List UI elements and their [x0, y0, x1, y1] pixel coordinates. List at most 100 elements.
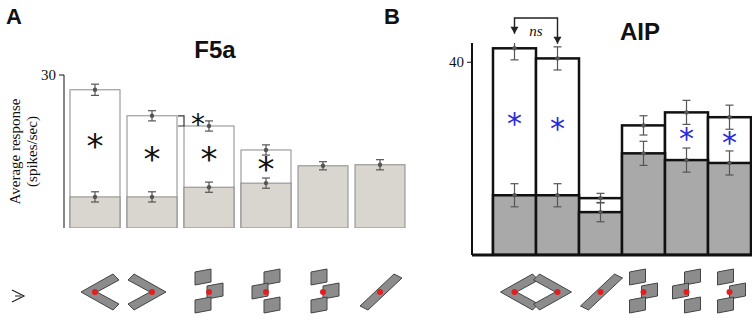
- bar: [536, 58, 579, 255]
- icon: [673, 269, 701, 313]
- panel-letter: B: [384, 4, 400, 29]
- error-cap: [726, 174, 734, 175]
- error-cap: [91, 191, 99, 192]
- icon-shape: [264, 297, 280, 313]
- icon-dot: [320, 289, 326, 295]
- icon-shape: [630, 269, 646, 285]
- icon-shape: [630, 297, 646, 313]
- error-dot: [378, 163, 382, 167]
- bar: [622, 125, 665, 255]
- bar: [665, 112, 708, 255]
- error-cap: [640, 165, 648, 166]
- icon-shape: [718, 269, 734, 285]
- error-bar: [554, 47, 562, 70]
- icon-dot: [206, 289, 212, 295]
- icon: [630, 269, 658, 313]
- y-tick-label: 30: [41, 67, 56, 83]
- error-cap: [640, 115, 648, 116]
- icon-dot: [92, 289, 98, 295]
- error-cap: [511, 206, 519, 207]
- y-tick-label: 40: [449, 54, 464, 70]
- view-glyph: [12, 290, 24, 302]
- significance-mark: *: [507, 106, 522, 141]
- icon-shape: [501, 274, 539, 310]
- error-dot: [512, 46, 516, 50]
- icon-shape: [264, 269, 280, 285]
- title: F5a: [194, 36, 236, 63]
- icon-dot: [149, 289, 155, 295]
- error-cap: [91, 84, 99, 85]
- error-cap: [319, 161, 327, 162]
- error-cap: [640, 134, 648, 135]
- icon: [501, 274, 539, 310]
- error-cap: [148, 191, 156, 192]
- icon-dot: [377, 289, 383, 295]
- icon-dot: [641, 289, 647, 295]
- error-dot: [93, 88, 97, 92]
- icon-shape: [207, 283, 223, 299]
- error-cap: [205, 182, 213, 183]
- bar: [184, 126, 234, 228]
- error-cap: [554, 183, 562, 184]
- error-cap: [597, 193, 605, 194]
- error-dot: [598, 196, 602, 200]
- icon-shape: [685, 269, 701, 285]
- icon-shape: [252, 283, 268, 299]
- icon-shape: [81, 274, 119, 310]
- error-bar: [511, 43, 519, 60]
- bar: [298, 166, 348, 228]
- icon: [718, 269, 746, 313]
- error-cap: [148, 110, 156, 111]
- error-bar: [148, 111, 156, 121]
- icon: [195, 269, 223, 313]
- plot-area: [493, 43, 751, 255]
- error-dot: [641, 151, 645, 155]
- y-label-line: (spikes/sec): [24, 116, 41, 187]
- arrow-head: [554, 37, 562, 44]
- error-dot: [512, 193, 516, 197]
- y-label-line: Average response: [7, 98, 23, 204]
- error-cap: [597, 221, 605, 222]
- bar: [184, 187, 234, 228]
- error-dot: [684, 110, 688, 114]
- figure: AF5aAverage response(spikes/sec)30*****B…: [0, 0, 756, 320]
- error-dot: [150, 114, 154, 118]
- icon-dot: [512, 289, 518, 295]
- icon-shape: [311, 297, 327, 313]
- error-dot: [207, 185, 211, 189]
- icon-dot: [598, 289, 604, 295]
- error-cap: [205, 192, 213, 193]
- error-dot: [93, 195, 97, 199]
- error-bar: [205, 182, 213, 192]
- bar: [70, 197, 120, 228]
- error-bar: [91, 192, 99, 202]
- error-dot: [150, 195, 154, 199]
- error-bar: [148, 192, 156, 202]
- bar: [708, 117, 751, 255]
- icon-shape: [311, 269, 327, 285]
- error-cap: [262, 144, 270, 145]
- error-cap: [554, 69, 562, 70]
- error-cap: [640, 141, 648, 142]
- error-bar: [91, 84, 99, 95]
- icon-shape: [360, 274, 402, 310]
- icon: [534, 274, 572, 310]
- plot-area: [70, 84, 405, 228]
- error-dot: [727, 161, 731, 165]
- significance-mark: *: [87, 126, 104, 166]
- significance-mark: *: [144, 139, 161, 179]
- icon-dot: [263, 289, 269, 295]
- error-cap: [91, 95, 99, 96]
- error-dot: [598, 210, 602, 214]
- icon-shape: [128, 274, 166, 310]
- error-cap: [91, 201, 99, 202]
- error-dot: [555, 193, 559, 197]
- error-cap: [683, 172, 691, 173]
- icon-dot: [555, 289, 561, 295]
- y-tick: [59, 75, 64, 76]
- error-dot: [684, 158, 688, 162]
- icon: [252, 269, 280, 313]
- title: AIP: [620, 18, 660, 45]
- y-axis: [64, 75, 65, 228]
- error-cap: [205, 131, 213, 132]
